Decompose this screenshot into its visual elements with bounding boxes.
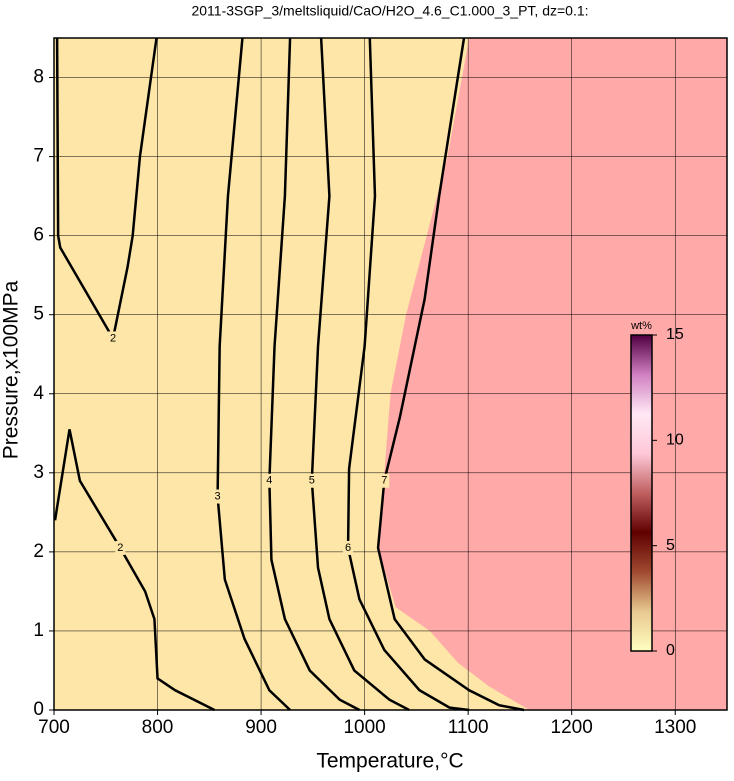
colorbar-tick-label: 5 bbox=[666, 537, 675, 554]
y-tick-label: 2 bbox=[33, 541, 44, 562]
x-axis-label: Temperature,°C bbox=[316, 750, 463, 773]
y-tick-label: 7 bbox=[33, 146, 44, 167]
contour-line bbox=[216, 37, 291, 711]
contour-label-bg bbox=[108, 331, 119, 346]
y-axis-label: Pressure,x100MPa bbox=[0, 280, 23, 459]
x-tick-label: 900 bbox=[245, 717, 277, 738]
x-tick-label: 700 bbox=[38, 717, 70, 738]
contour-line bbox=[53, 429, 216, 712]
y-tick-label: 1 bbox=[33, 620, 44, 641]
plot-frame bbox=[53, 37, 728, 711]
contour-label: 6 bbox=[345, 542, 351, 554]
y-tick-label: 8 bbox=[33, 67, 44, 88]
colorbar-tick-label: 0 bbox=[666, 642, 675, 659]
colorbar-tick-label: 10 bbox=[666, 432, 684, 449]
colorbar-label: wt% bbox=[630, 320, 652, 332]
x-tick-label: 1300 bbox=[654, 717, 696, 738]
x-tick-label: 1000 bbox=[343, 717, 385, 738]
contour-label-bg bbox=[343, 540, 354, 555]
y-tick-label: 4 bbox=[33, 383, 44, 404]
y-tick-label: 5 bbox=[33, 304, 44, 325]
x-tick-label: 800 bbox=[142, 717, 174, 738]
y-tick-label: 3 bbox=[33, 462, 44, 483]
contour-line bbox=[346, 37, 470, 712]
contour-label: 2 bbox=[117, 542, 123, 554]
contour-line bbox=[55, 37, 158, 342]
contour-label: 7 bbox=[381, 475, 387, 487]
contour-label-bg bbox=[379, 473, 390, 488]
contour-line bbox=[310, 37, 410, 712]
y-tick-label: 0 bbox=[33, 699, 44, 720]
contour-label-bg bbox=[212, 489, 223, 504]
contour-label: 3 bbox=[215, 490, 221, 502]
contour-label-bg bbox=[115, 540, 126, 555]
contour-line bbox=[268, 37, 361, 712]
contour-label: 4 bbox=[266, 475, 272, 487]
x-tick-label: 1200 bbox=[551, 717, 593, 738]
contour-label-bg bbox=[264, 473, 275, 488]
y-tick-label: 6 bbox=[33, 225, 44, 246]
chart-title: 2011-3SGP_3/meltsliquid/CaO/H2O_4.6_C1.0… bbox=[191, 3, 588, 19]
colorbar bbox=[630, 334, 653, 652]
x-tick-label: 1100 bbox=[448, 717, 489, 738]
contour-label: 5 bbox=[309, 475, 315, 487]
colorbar-tick-label: 15 bbox=[666, 326, 684, 343]
contour-line bbox=[376, 37, 525, 712]
contour-label: 2 bbox=[110, 332, 116, 344]
contour-label-bg bbox=[306, 473, 317, 488]
